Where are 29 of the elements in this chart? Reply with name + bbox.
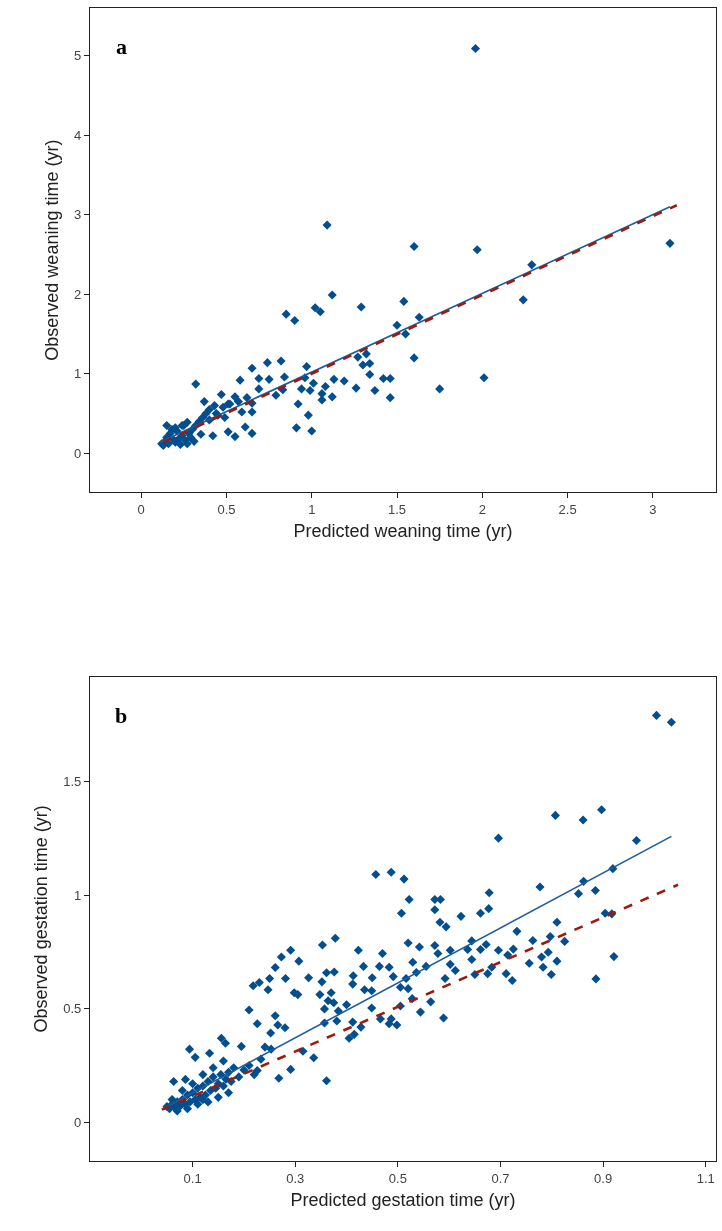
x-tick-label: 1 xyxy=(308,502,316,518)
x-tick-label: 2 xyxy=(478,502,486,518)
x-axis-title: Predicted gestation time (yr) xyxy=(290,1189,516,1210)
x-tick-label: 2.5 xyxy=(558,502,577,518)
x-tick-label: 3 xyxy=(649,502,657,518)
x-tick-label: 0.9 xyxy=(594,1170,613,1186)
y-tick-label: 1.5 xyxy=(63,773,82,789)
x-tick-label: 1.1 xyxy=(696,1170,715,1186)
y-tick-label: 4 xyxy=(74,127,82,143)
x-tick-label: 0.5 xyxy=(217,502,236,518)
y-tick-label: 0.5 xyxy=(63,1001,82,1017)
x-tick-label: 0 xyxy=(137,502,145,518)
y-tick-label: 3 xyxy=(74,207,82,223)
x-tick-label: 0.7 xyxy=(491,1170,510,1186)
x-tick-label: 0.5 xyxy=(388,1170,407,1186)
x-tick-label: 0.3 xyxy=(286,1170,305,1186)
y-tick-label: 1 xyxy=(74,366,82,382)
annotation: b xyxy=(115,703,128,728)
y-axis-title: Observed gestation time (yr) xyxy=(31,805,52,1033)
y-axis-title: Observed weaning time (yr) xyxy=(42,139,63,361)
y-tick-label: 2 xyxy=(74,286,82,302)
y-tick-label: 0 xyxy=(74,445,82,461)
x-tick-label: 1.5 xyxy=(387,502,407,518)
x-tick-label: 0.1 xyxy=(183,1170,202,1186)
y-tick-label: 0 xyxy=(74,1114,82,1130)
y-tick-label: 1 xyxy=(74,887,82,903)
y-tick-label: 5 xyxy=(74,48,82,64)
annotation: a xyxy=(116,34,127,59)
x-axis-title: Predicted weaning time (yr) xyxy=(293,521,513,542)
